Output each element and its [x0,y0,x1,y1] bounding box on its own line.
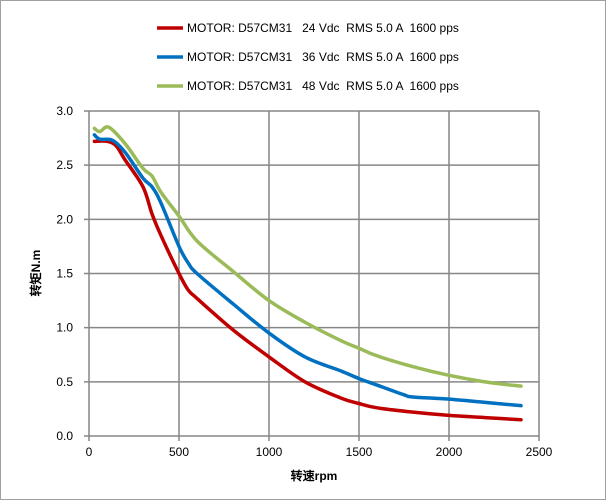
legend-label: MOTOR: D57CM31 24 Vdc RMS 5.0 A 1600 pps [187,21,459,35]
x-tick-label: 1000 [256,445,283,459]
y-tick-label: 0.5 [56,375,73,389]
y-tick-label: 2.5 [56,158,73,172]
y-tick-label: 2.0 [56,212,73,226]
x-tick-label: 1500 [346,445,373,459]
y-tick-label: 3.0 [56,104,73,118]
y-tick-label: 0.0 [56,429,73,443]
legend: MOTOR: D57CM31 24 Vdc RMS 5.0 A 1600 pps… [157,21,459,93]
legend-label: MOTOR: D57CM31 48 Vdc RMS 5.0 A 1600 pps [187,79,459,93]
x-axis-label: 转速rpm [291,468,338,483]
series-line-1 [92,133,523,408]
tick-labels: 0 500 1000 1500 2000 2500 0.0 0.5 1.0 1.5 2.0 2.5 3.… [56,104,552,459]
x-tick-label: 0 [86,445,93,459]
series-lines [92,125,523,422]
x-tick-label: 500 [169,445,189,459]
y-axis-label: 转矩N.m [28,250,43,297]
legend-label: MOTOR: D57CM31 36 Vdc RMS 5.0 A 1600 pps [187,50,459,64]
series-line-0 [92,139,523,422]
x-tick-label: 2000 [436,445,463,459]
series-line-2 [92,125,523,388]
y-tick-label: 1.5 [56,267,73,281]
x-tick-label: 2500 [526,445,553,459]
y-tick-label: 1.0 [56,321,73,335]
grid [84,110,540,441]
